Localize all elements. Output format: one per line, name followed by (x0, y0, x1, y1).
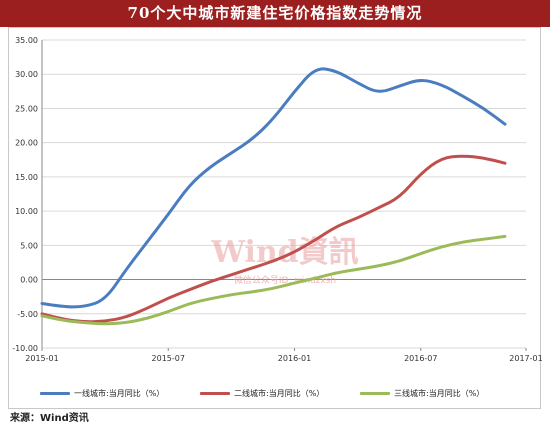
y-tick-label: 25.00 (15, 104, 38, 113)
y-tick-label: 15.00 (15, 173, 38, 182)
legend-label: 三线城市:当月同比（%） (394, 389, 485, 398)
legend-swatch (360, 392, 390, 395)
x-tick-label: 2016-07 (404, 354, 437, 363)
y-tick-label: 0.00 (20, 276, 38, 285)
y-tick-label: 35.00 (15, 36, 38, 45)
series-line-2 (40, 154, 507, 324)
y-tick-label: -5.00 (17, 310, 38, 319)
chart-legend: 一线城市:当月同比（%） 二线城市:当月同比（%） 三线城市:当月同比（%） (40, 386, 540, 402)
y-tick-label: 10.00 (15, 207, 38, 216)
source-note: 来源：Wind资讯 (10, 413, 89, 424)
watermark-subtext: 微信公众号ID: windzxsh (234, 274, 336, 286)
legend-item-3: 三线城市:当月同比（%） (360, 388, 484, 399)
y-tick-label: -10.00 (12, 344, 38, 353)
legend-swatch (200, 392, 230, 395)
chart-title: 70个大中城市新建住宅价格指数走势情况 (0, 0, 550, 27)
series-line-1 (40, 67, 507, 309)
y-tick-label: 20.00 (15, 139, 38, 148)
x-tick-label: 2015-01 (25, 354, 58, 363)
legend-label: 二线城市:当月同比（%） (234, 389, 325, 398)
watermark-text: Wind資訊 (210, 235, 358, 270)
legend-item-2: 二线城市:当月同比（%） (200, 388, 324, 399)
series-line-3 (40, 234, 507, 326)
x-tick-label: 2016-01 (278, 354, 311, 363)
x-tick-label: 2017-01 (509, 354, 542, 363)
legend-swatch (40, 392, 70, 395)
legend-label: 一线城市:当月同比（%） (74, 389, 165, 398)
y-tick-label: 5.00 (20, 241, 38, 250)
y-tick-label: 30.00 (15, 70, 38, 79)
x-tick-label: 2015-07 (152, 354, 185, 363)
chart-frame (8, 27, 541, 409)
legend-item-1: 一线城市:当月同比（%） (40, 388, 164, 399)
